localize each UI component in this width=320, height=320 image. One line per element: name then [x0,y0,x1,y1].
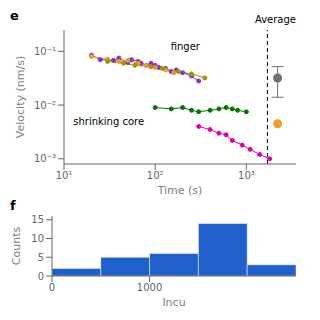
svg-text:10⁻³: 10⁻³ [34,153,56,164]
html-text:finger: finger [170,40,200,52]
svg-text:10²: 10² [147,170,164,181]
svg-text:10³: 10³ [238,170,255,181]
svg-text:10⁻¹: 10⁻¹ [34,46,56,57]
svg-text:15: 15 [31,214,44,225]
svg-text:Counts: Counts [10,227,23,266]
svg-text:Time (s): Time (s) [157,184,203,197]
svg-text:10: 10 [31,233,44,244]
svg-text:0: 0 [49,282,55,293]
html-text:f: f [10,198,16,213]
html-text:Average: Average [254,14,296,25]
svg-text:5: 5 [38,252,44,263]
svg-text:1000: 1000 [137,282,162,293]
svg-text:10¹: 10¹ [56,170,73,181]
svg-text:10⁻²: 10⁻² [34,100,56,111]
html-text:e: e [10,8,19,23]
svg-text:Velocity (nm/s): Velocity (nm/s) [14,56,27,138]
svg-text:Incu: Incu [162,296,185,309]
svg-text:0: 0 [38,271,44,282]
html-text:shrinking core: shrinking core [73,115,145,127]
